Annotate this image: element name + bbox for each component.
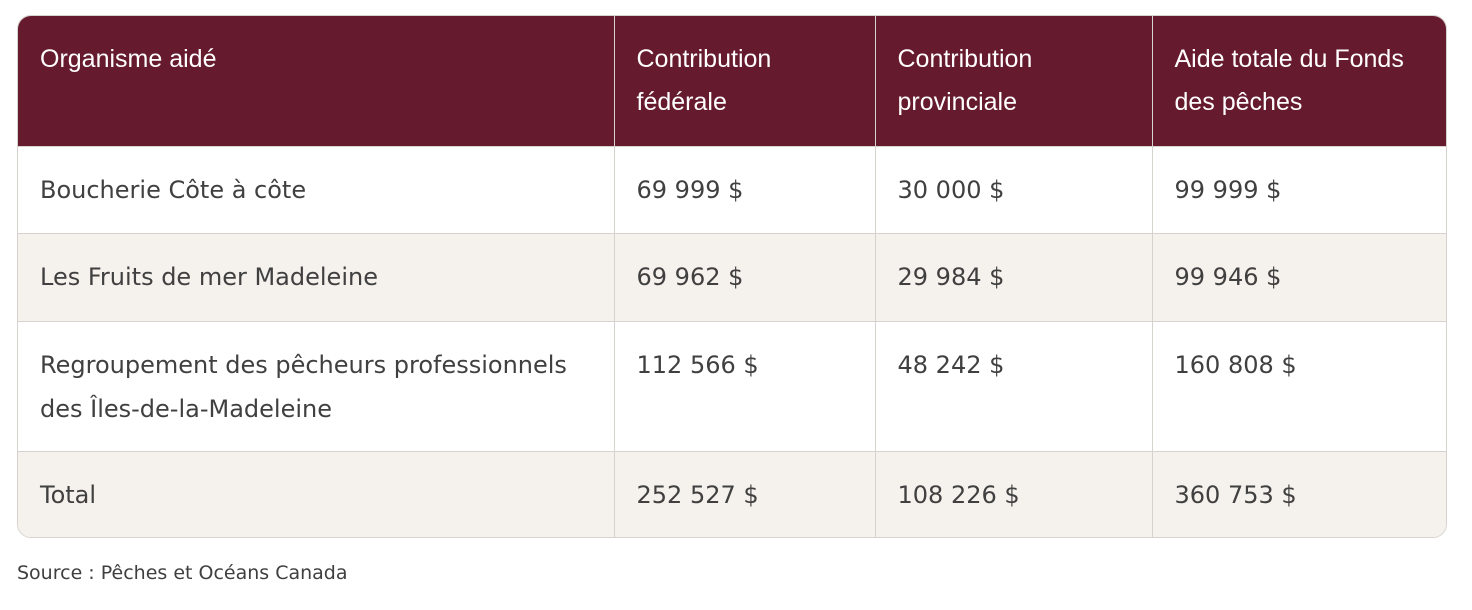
cell-federale: 252 527 $: [613, 450, 875, 537]
cell-organisme: Boucherie Côte à côte: [18, 145, 614, 233]
header-aide-totale: Aide totale du Fonds des pêches: [1151, 16, 1446, 146]
cell-total: 360 753 $: [1151, 450, 1446, 537]
funding-table-container: Organisme aidé Contribution fédérale Con…: [17, 15, 1447, 538]
table-row: Boucherie Côte à côte 69 999 $ 30 000 $ …: [18, 145, 1446, 233]
cell-provinciale: 48 242 $: [874, 320, 1152, 451]
cell-total: 99 999 $: [1151, 145, 1446, 233]
cell-provinciale: 30 000 $: [874, 145, 1152, 233]
cell-provinciale: 29 984 $: [874, 232, 1152, 321]
table-body: Boucherie Côte à côte 69 999 $ 30 000 $ …: [18, 145, 1446, 537]
total-row: Total 252 527 $ 108 226 $ 360 753 $: [18, 450, 1446, 537]
header-row: Organisme aidé Contribution fédérale Con…: [18, 16, 1446, 146]
cell-organisme: Les Fruits de mer Madeleine: [18, 232, 614, 321]
table-row: Regroupement des pêcheurs professionnels…: [18, 320, 1446, 451]
cell-federale: 69 999 $: [613, 145, 875, 233]
cell-provinciale: 108 226 $: [874, 450, 1152, 537]
funding-table: Organisme aidé Contribution fédérale Con…: [18, 16, 1446, 537]
table-header: Organisme aidé Contribution fédérale Con…: [18, 16, 1446, 146]
header-contribution-federale: Contribution fédérale: [613, 16, 875, 146]
header-organisme: Organisme aidé: [18, 16, 614, 146]
cell-total: 160 808 $: [1151, 320, 1446, 451]
source-note: Source : Pêches et Océans Canada: [17, 562, 348, 584]
cell-total: 99 946 $: [1151, 232, 1446, 321]
cell-federale: 69 962 $: [613, 232, 875, 321]
cell-federale: 112 566 $: [613, 320, 875, 451]
cell-organisme: Regroupement des pêcheurs professionnels…: [18, 320, 614, 451]
cell-organisme: Total: [18, 450, 614, 537]
table-row: Les Fruits de mer Madeleine 69 962 $ 29 …: [18, 232, 1446, 321]
header-contribution-provinciale: Contribution provinciale: [874, 16, 1152, 146]
